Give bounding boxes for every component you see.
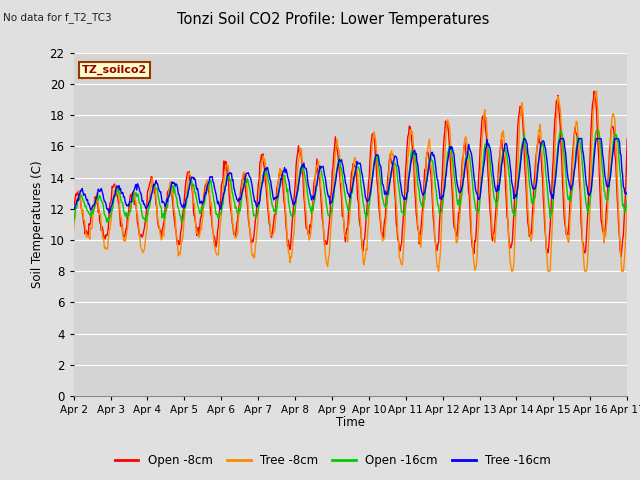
Y-axis label: Soil Temperatures (C): Soil Temperatures (C) bbox=[31, 161, 44, 288]
Legend: Open -8cm, Tree -8cm, Open -16cm, Tree -16cm: Open -8cm, Tree -8cm, Open -16cm, Tree -… bbox=[110, 449, 556, 472]
Text: Tonzi Soil CO2 Profile: Lower Temperatures: Tonzi Soil CO2 Profile: Lower Temperatur… bbox=[177, 12, 489, 27]
Text: TZ_soilco2: TZ_soilco2 bbox=[82, 65, 147, 75]
X-axis label: Time: Time bbox=[336, 417, 365, 430]
Text: No data for f_T2_TC3: No data for f_T2_TC3 bbox=[3, 12, 112, 23]
